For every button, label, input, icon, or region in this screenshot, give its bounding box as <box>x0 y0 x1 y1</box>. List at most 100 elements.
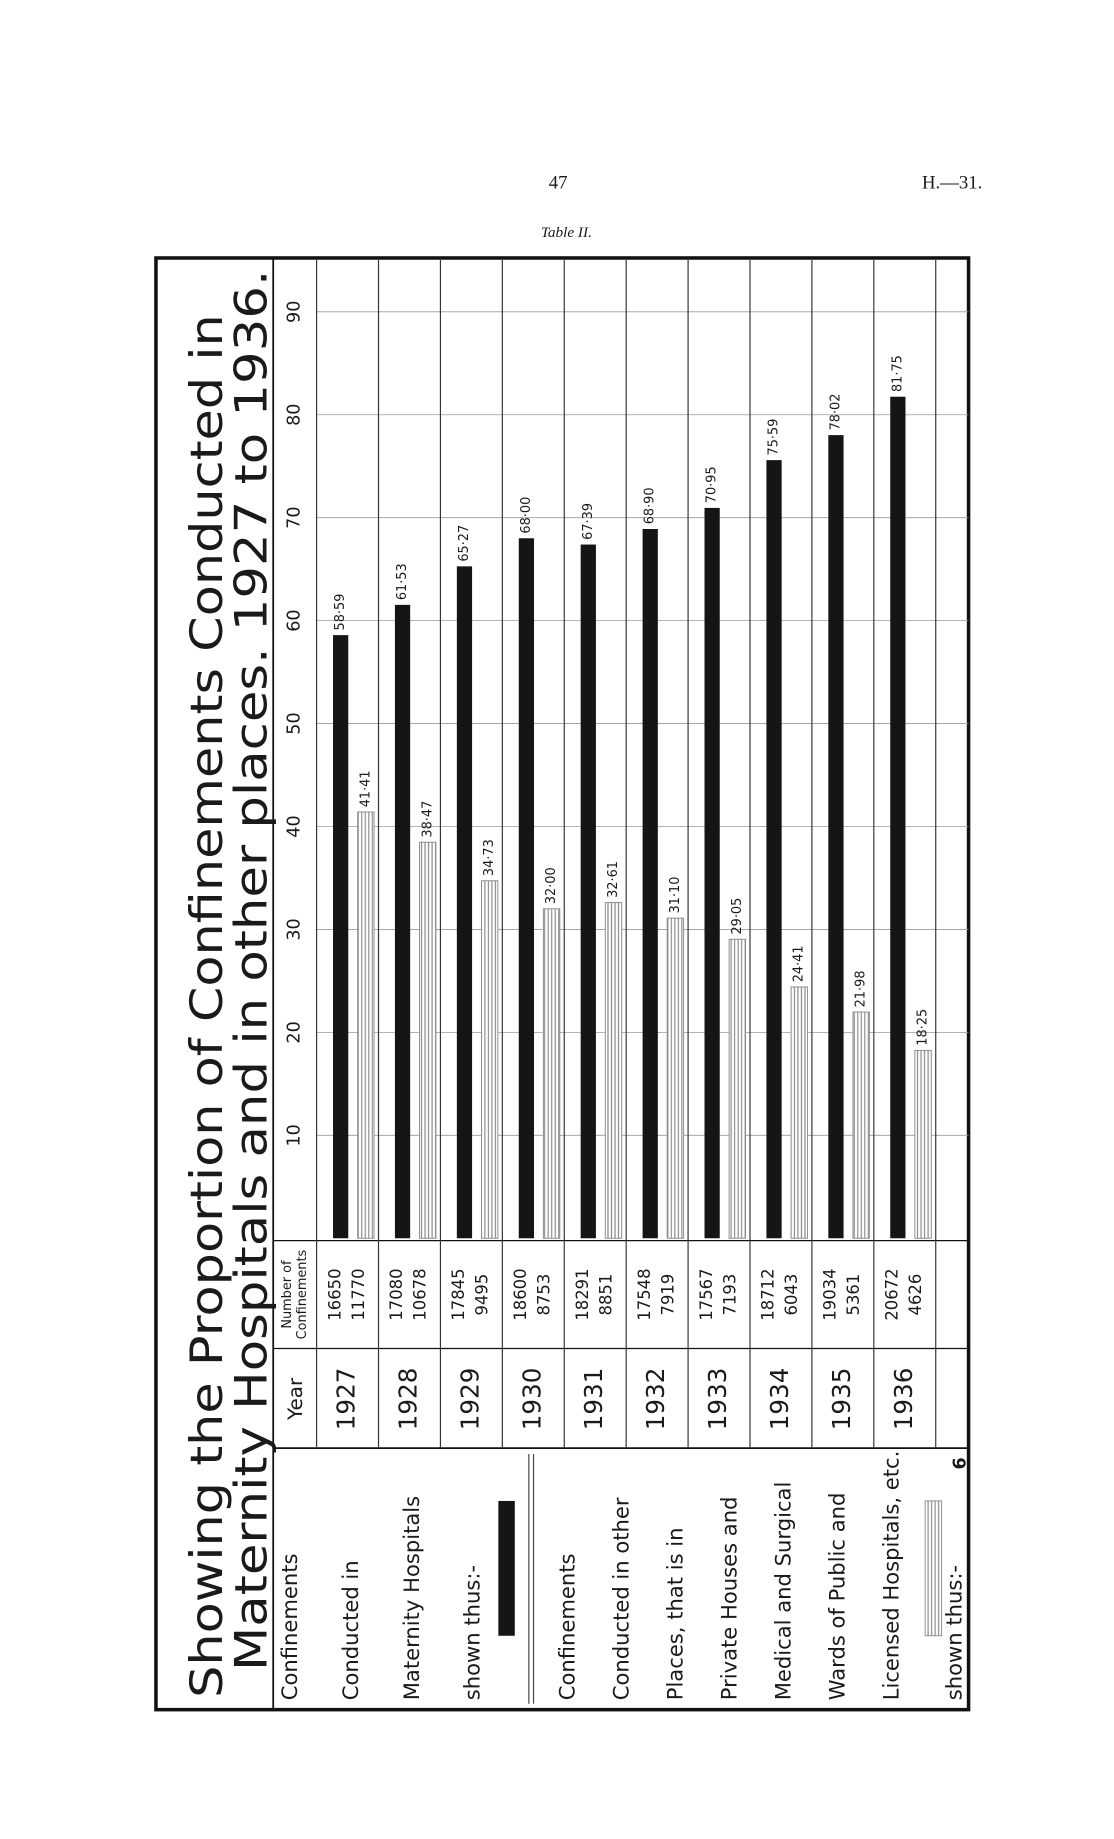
value-label: 34·73 <box>482 839 497 876</box>
value-label: 67·39 <box>581 503 596 540</box>
x-tick-label: 90 <box>284 301 304 323</box>
confinement-count: 17080 <box>387 1268 406 1320</box>
bar <box>394 604 411 1239</box>
frame <box>154 256 971 1712</box>
bar <box>357 811 375 1239</box>
legend-text: Places, that is in <box>663 1527 688 1700</box>
value-label: 70·95 <box>705 466 720 503</box>
bar <box>890 396 906 1239</box>
x-tick-label: 50 <box>284 712 304 734</box>
year-header: Year <box>284 1377 307 1421</box>
confinement-count: 10678 <box>411 1268 430 1320</box>
reference: H.—31. <box>922 172 982 193</box>
legend-text: Confinements <box>277 1553 302 1700</box>
legend-text: Private Houses and <box>717 1497 742 1701</box>
value-label: 32·00 <box>544 867 559 904</box>
title-line: Showing the Proportion of Confinements C… <box>181 314 233 1698</box>
year: 1935 <box>827 1368 856 1431</box>
confinement-count: 7193 <box>720 1274 739 1316</box>
legend-text: shown thus:- <box>460 1565 485 1700</box>
bar <box>518 538 535 1239</box>
value-label: 29·05 <box>730 898 745 935</box>
bar <box>456 566 473 1239</box>
confinement-count: 5361 <box>844 1274 863 1316</box>
value-label: 32·61 <box>606 861 621 898</box>
confinement-count: 17845 <box>449 1268 468 1320</box>
confinement-count: 16650 <box>325 1268 344 1320</box>
x-tick-label: 20 <box>284 1021 304 1043</box>
confinement-count: 20672 <box>883 1268 902 1320</box>
bar <box>580 544 596 1239</box>
bar <box>704 507 720 1239</box>
confinement-count: 7919 <box>658 1274 677 1316</box>
year: 1933 <box>703 1368 732 1431</box>
legend-text: Wards of Public and <box>824 1493 849 1701</box>
confinement-count: 6043 <box>782 1274 801 1316</box>
value-label: 31·10 <box>668 877 683 914</box>
x-tick-label: 80 <box>284 404 304 426</box>
title-line: Maternity Hospitals and in other places.… <box>225 270 277 1671</box>
confinement-count: 8753 <box>535 1274 554 1316</box>
legend-text: Medical and Surgical <box>770 1482 795 1701</box>
bar <box>828 435 844 1239</box>
x-tick-label: 10 <box>284 1124 304 1146</box>
bar <box>852 1011 870 1239</box>
confinement-count: 8851 <box>596 1274 615 1316</box>
confinement-count: 4626 <box>906 1274 925 1316</box>
bar <box>728 938 747 1239</box>
value-label: 68·90 <box>643 487 658 524</box>
value-label: 78·02 <box>828 394 843 431</box>
year: 1932 <box>641 1368 670 1431</box>
year: 1929 <box>455 1368 484 1431</box>
bar <box>790 986 808 1239</box>
bar <box>914 1049 932 1239</box>
year: 1927 <box>332 1368 361 1431</box>
confinement-count: 9495 <box>473 1274 492 1316</box>
bar <box>333 635 349 1239</box>
value-label: 68·00 <box>519 497 534 534</box>
x-tick-label: 40 <box>284 815 304 837</box>
legend-text: Licensed Hospitals, etc. <box>878 1451 903 1701</box>
value-label: 75·59 <box>767 419 782 456</box>
year: 1934 <box>765 1368 794 1431</box>
bar <box>481 880 499 1239</box>
legend-text: Conducted in other <box>609 1497 634 1700</box>
value-label: 38·47 <box>420 801 435 838</box>
bar <box>419 841 437 1239</box>
legend-text: Confinements <box>555 1553 580 1700</box>
value-label: 21·98 <box>854 970 869 1007</box>
count-header: Confinements <box>295 1249 310 1339</box>
value-label: 58·59 <box>333 594 348 631</box>
year: 1930 <box>517 1368 546 1431</box>
caption: Table II. <box>541 224 592 241</box>
rotated-chart: Showing the Proportion of Confinements C… <box>154 256 971 1712</box>
page-number: 47 <box>549 172 568 193</box>
confinement-count: 17548 <box>635 1268 654 1320</box>
value-label: 65·27 <box>457 525 472 562</box>
value-label: 81·75 <box>890 355 905 392</box>
confinement-count: 17567 <box>697 1268 716 1320</box>
confinement-count: 19034 <box>821 1268 840 1320</box>
x-tick-label: 60 <box>284 609 304 631</box>
legend-text: Conducted in <box>338 1560 363 1700</box>
bar <box>604 902 623 1239</box>
x-tick-label: 30 <box>284 918 304 940</box>
value-label: 41·41 <box>358 770 373 807</box>
legend-swatch <box>498 1500 515 1636</box>
confinement-count: 18712 <box>759 1268 778 1320</box>
confinement-count: 11770 <box>349 1268 368 1320</box>
page-content: 47 H.—31. Table II. Showing the Proporti… <box>154 172 982 1712</box>
year: 1928 <box>393 1368 422 1431</box>
legend-swatch <box>924 1500 943 1637</box>
value-label: 18·25 <box>916 1009 931 1046</box>
bar <box>542 908 561 1239</box>
page-mark: 6 <box>950 1457 970 1469</box>
value-label: 61·53 <box>395 563 410 600</box>
bar <box>642 528 658 1239</box>
legend-text: Maternity Hospitals <box>399 1496 424 1700</box>
legend-text: shown thus:- <box>942 1565 967 1700</box>
x-tick-label: 70 <box>284 506 304 528</box>
bar <box>766 460 782 1239</box>
